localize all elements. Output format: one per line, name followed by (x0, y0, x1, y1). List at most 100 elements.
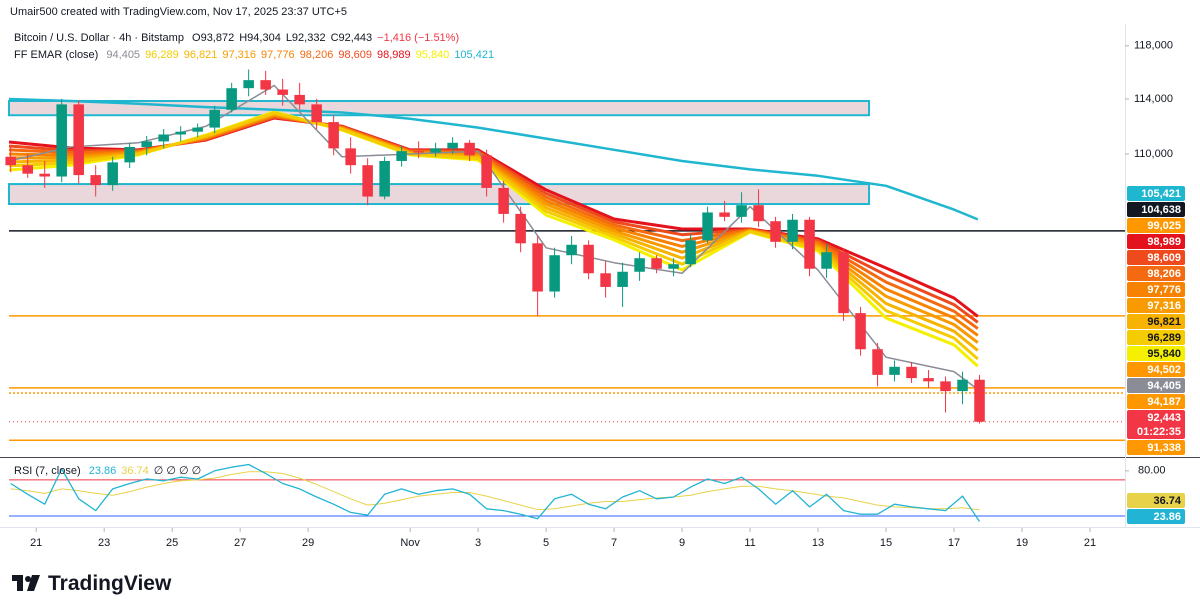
price-label-box (1127, 314, 1185, 329)
ema-legend-value: 97,316 (222, 49, 257, 61)
symbol: Bitcoin / U.S. Dollar · 4h · Bitstamp (14, 32, 184, 44)
rsi-line (10, 471, 980, 511)
candle-body (447, 142, 458, 149)
candle-body (379, 160, 390, 197)
y-tick-label: 114,000 (1134, 93, 1173, 105)
price-label-box (1127, 346, 1185, 361)
candle-body (294, 94, 305, 105)
candle-body (158, 134, 169, 142)
candle-body (838, 252, 849, 314)
candle-body (481, 155, 492, 188)
candle-body (600, 273, 611, 287)
price-label: 105,421 (1141, 188, 1181, 200)
candle-body (804, 219, 815, 269)
ohlc-value: O93,872 (192, 32, 235, 44)
price-label: 01:22:35 (1137, 426, 1181, 438)
rsi-legend: RSI (7, close) 23.86 36.74 ∅ ∅ ∅ ∅ (14, 464, 206, 477)
price-label: 36.74 (1153, 495, 1181, 507)
x-tick-label: 21 (1084, 537, 1096, 549)
price-label: 94,187 (1147, 396, 1181, 408)
candle-body (226, 88, 237, 110)
candle-body (651, 258, 662, 269)
candle-body (736, 205, 747, 217)
price-label: 91,338 (1147, 442, 1181, 454)
price-label-box (1127, 186, 1185, 201)
price-label-box (1127, 378, 1185, 393)
price-label: 98,206 (1147, 268, 1181, 280)
x-tick-label: 11 (744, 537, 755, 549)
candle-body (192, 127, 203, 132)
candle-body (124, 146, 135, 163)
ohlc-value: L92,332 (285, 32, 326, 44)
candle-body (889, 366, 900, 375)
candle-body (243, 80, 254, 89)
x-tick-label: 19 (1016, 537, 1028, 549)
candle-body (396, 151, 407, 161)
candle-body (90, 175, 101, 186)
x-tick-label: 15 (880, 537, 892, 549)
rsi-legend-value: 23.86 (88, 465, 117, 477)
candle-body (5, 156, 16, 166)
candle-body (719, 212, 730, 217)
candle-body (617, 271, 628, 287)
candle-body (923, 378, 934, 382)
candle-body (22, 165, 33, 174)
ema-legend-value: 96,289 (145, 49, 179, 61)
ema-legend-value: 94,405 (106, 49, 141, 61)
candle-body (549, 255, 560, 292)
candle-body (974, 379, 985, 422)
brand: TradingView (48, 572, 172, 595)
zone (8, 183, 871, 206)
price-label-box (1127, 218, 1185, 233)
ema-legend-value: 98,609 (338, 49, 372, 61)
y-tick-label: 118,000 (1134, 40, 1173, 52)
candle-body (175, 131, 186, 135)
rsi-tick-label: 80.00 (1138, 465, 1166, 477)
price-label-box (1127, 509, 1185, 524)
zone (8, 99, 871, 117)
x-tick-label: 29 (302, 537, 314, 549)
x-tick-label: 13 (812, 537, 824, 549)
symbol-legend: Bitcoin / U.S. Dollar · 4h · Bitstamp O9… (14, 32, 464, 44)
logo (12, 575, 40, 591)
candle-body (634, 258, 645, 272)
ema-legend-value: 98,989 (377, 49, 411, 61)
rsi-legend-value: 36.74 (121, 465, 149, 477)
price-label: 94,502 (1147, 364, 1181, 376)
price-label-box (1127, 362, 1185, 377)
candle-body (107, 162, 118, 186)
candle-body (702, 212, 713, 241)
candle-body (260, 80, 271, 90)
price-label: 97,316 (1147, 300, 1181, 312)
candle-body (957, 379, 968, 392)
ema-legend-value: 96,821 (183, 49, 218, 61)
rsi-placeholders: ∅ ∅ ∅ ∅ (153, 465, 202, 477)
ohlc-value: C92,443 (330, 32, 373, 44)
x-tick-label: 9 (679, 537, 685, 549)
candle-body (277, 89, 288, 95)
x-tick-label: 3 (475, 537, 481, 549)
ema-legend-value: 97,776 (261, 49, 295, 61)
price-label-box (1127, 202, 1185, 217)
candle-body (566, 244, 577, 256)
price-label: 99,025 (1147, 220, 1181, 232)
candle-body (141, 141, 152, 147)
candle-body (464, 142, 475, 156)
candle-body (685, 240, 696, 265)
candle-body (855, 313, 866, 350)
price-label-box (1127, 282, 1185, 297)
candle-body (668, 264, 679, 269)
rsi-title: RSI (7, close) (14, 465, 81, 477)
candle-body (753, 205, 764, 222)
price-label: 98,989 (1147, 236, 1181, 248)
ohlc-value: −1,416 (−1.51%) (377, 32, 460, 44)
x-tick-label: 5 (543, 537, 549, 549)
price-label: 23.86 (1153, 511, 1181, 523)
price-label-box (1127, 410, 1185, 439)
x-tick-label: 25 (166, 537, 178, 549)
ema-legend-value: 105,421 (454, 49, 495, 61)
candle-body (787, 219, 798, 242)
credit: Umair500 created with TradingView.com, N… (10, 6, 348, 18)
